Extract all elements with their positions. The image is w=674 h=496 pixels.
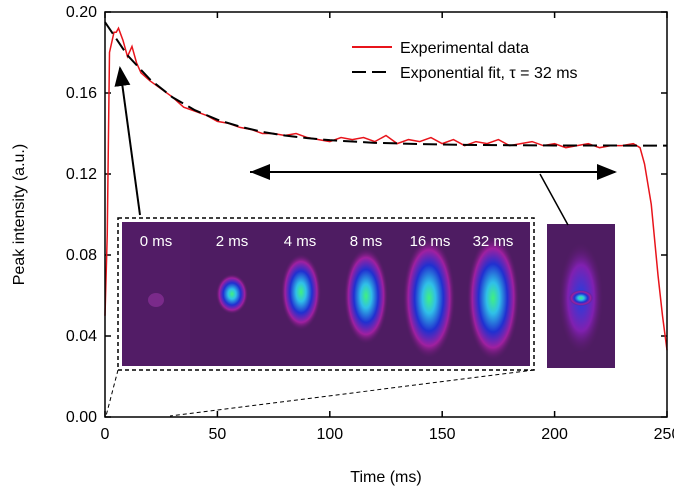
inset-label: 2 ms [216, 233, 249, 250]
legend-label: Experimental data [400, 40, 529, 57]
inset [105, 66, 617, 417]
series-line [104, 26, 668, 351]
x-tick-label: 200 [541, 426, 568, 443]
x-tick-label: 100 [316, 426, 343, 443]
plot-frame [104, 11, 668, 418]
x-tick-label: 150 [429, 426, 456, 443]
inset-label: 8 ms [350, 233, 383, 250]
inset-label: 0 ms [140, 233, 173, 250]
y-tick-label: 0.00 [66, 409, 97, 426]
legend-label: Exponential fit, τ = 32 ms [400, 65, 578, 82]
inset-label: 32 ms [473, 233, 514, 250]
inset-label: 4 ms [284, 233, 317, 250]
x-tick-label: 50 [209, 426, 227, 443]
y-tick-label: 0.04 [66, 328, 97, 345]
y-tick-label: 0.08 [66, 247, 97, 264]
inset-label: 16 ms [410, 233, 451, 250]
x-tick-label: 250 [654, 426, 674, 443]
y-axis-label: Peak intensity (a.u.) [11, 144, 28, 285]
x-tick-label: 0 [101, 426, 110, 443]
x-axis-label: Time (ms) [350, 469, 421, 486]
y-tick-label: 0.12 [66, 166, 97, 183]
y-tick-label: 0.16 [66, 85, 97, 102]
y-tick-label: 0.20 [66, 4, 97, 21]
series-line [104, 21, 668, 147]
